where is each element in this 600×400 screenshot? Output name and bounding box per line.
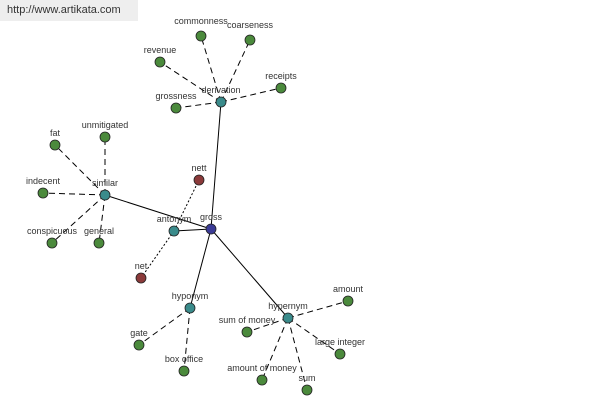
node-label-large-integer[interactable]: large integer [315,337,365,347]
node-conspicuous[interactable] [46,237,58,249]
edge-similar-indecent [42,192,106,196]
edge-similar-general [98,194,106,244]
node-hypernym[interactable] [282,312,294,324]
node-net[interactable] [135,272,147,284]
edge-derivation-receipts [220,87,282,103]
node-sum[interactable] [301,384,313,396]
node-antonym[interactable] [168,225,180,237]
node-fat[interactable] [49,139,61,151]
node-label-hypernym[interactable]: hypernym [268,301,308,311]
edge-gross-hyponym [189,228,212,309]
edge-gross-derivation [210,101,222,230]
node-label-receipts[interactable]: receipts [265,71,297,81]
node-label-revenue[interactable]: revenue [144,45,177,55]
node-label-similar[interactable]: similar [92,178,118,188]
node-label-amount-of-money[interactable]: amount of money [227,363,297,373]
edge-similar-fat [54,144,106,196]
node-label-indecent[interactable]: indecent [26,176,61,186]
node-indecent[interactable] [37,187,49,199]
node-box-office[interactable] [178,365,190,377]
edge-similar-conspicuous [51,194,106,244]
node-amount[interactable] [342,295,354,307]
node-label-fat[interactable]: fat [50,128,61,138]
edge-hypernym-amount [287,300,349,319]
edge-hyponym-box-office [183,307,191,372]
node-label-conspicuous[interactable]: conspicuous [27,226,78,236]
node-label-amount[interactable]: amount [333,284,364,294]
node-label-box-office[interactable]: box office [165,354,203,364]
edge-gross-hypernym [210,228,289,319]
edge-gross-similar [104,194,212,230]
node-gross[interactable] [205,223,217,235]
edge-antonym-net [140,230,175,279]
node-label-hyponym[interactable]: hyponym [172,291,209,301]
node-commonness[interactable] [195,30,207,42]
node-general[interactable] [93,237,105,249]
edge-hypernym-amount-of-money [261,317,289,381]
node-revenue[interactable] [154,56,166,68]
edge-antonym-nett [173,179,200,232]
node-label-general[interactable]: general [84,226,114,236]
node-grossness[interactable] [170,102,182,114]
node-label-unmitigated[interactable]: unmitigated [82,120,129,130]
node-gate[interactable] [133,339,145,351]
node-label-net[interactable]: net [135,261,148,271]
node-label-antonym[interactable]: antonym [157,214,192,224]
node-label-gate[interactable]: gate [130,328,148,338]
node-similar[interactable] [99,189,111,201]
site-url-banner[interactable]: http://www.artikata.com [0,0,138,21]
node-label-commonness[interactable]: commonness [174,16,228,26]
node-hyponym[interactable] [184,302,196,314]
node-receipts[interactable] [275,82,287,94]
edge-hyponym-gate [138,307,191,346]
edge-derivation-commonness [200,35,222,103]
node-label-grossness[interactable]: grossness [155,91,197,101]
node-amount-of-money[interactable] [256,374,268,386]
node-label-derivation[interactable]: derivation [201,85,240,95]
edge-derivation-grossness [175,101,222,109]
edge-hypernym-large-integer [287,317,341,355]
node-nett[interactable] [193,174,205,186]
node-label-gross[interactable]: gross [200,212,223,222]
edge-hypernym-sum [287,317,308,391]
node-label-coarseness[interactable]: coarseness [227,20,274,30]
node-label-nett[interactable]: nett [191,163,207,173]
node-derivation[interactable] [215,96,227,108]
edge-derivation-coarseness [220,39,251,103]
edge-gross-antonym [173,228,212,232]
node-large-integer[interactable] [334,348,346,360]
node-label-sum[interactable]: sum [298,373,315,383]
node-sum-of-money[interactable] [241,326,253,338]
edge-derivation-revenue [159,61,222,103]
node-unmitigated[interactable] [99,131,111,143]
node-coarseness[interactable] [244,34,256,46]
edge-hypernym-sum-of-money [246,317,289,333]
node-label-sum-of-money[interactable]: sum of money [219,315,276,325]
